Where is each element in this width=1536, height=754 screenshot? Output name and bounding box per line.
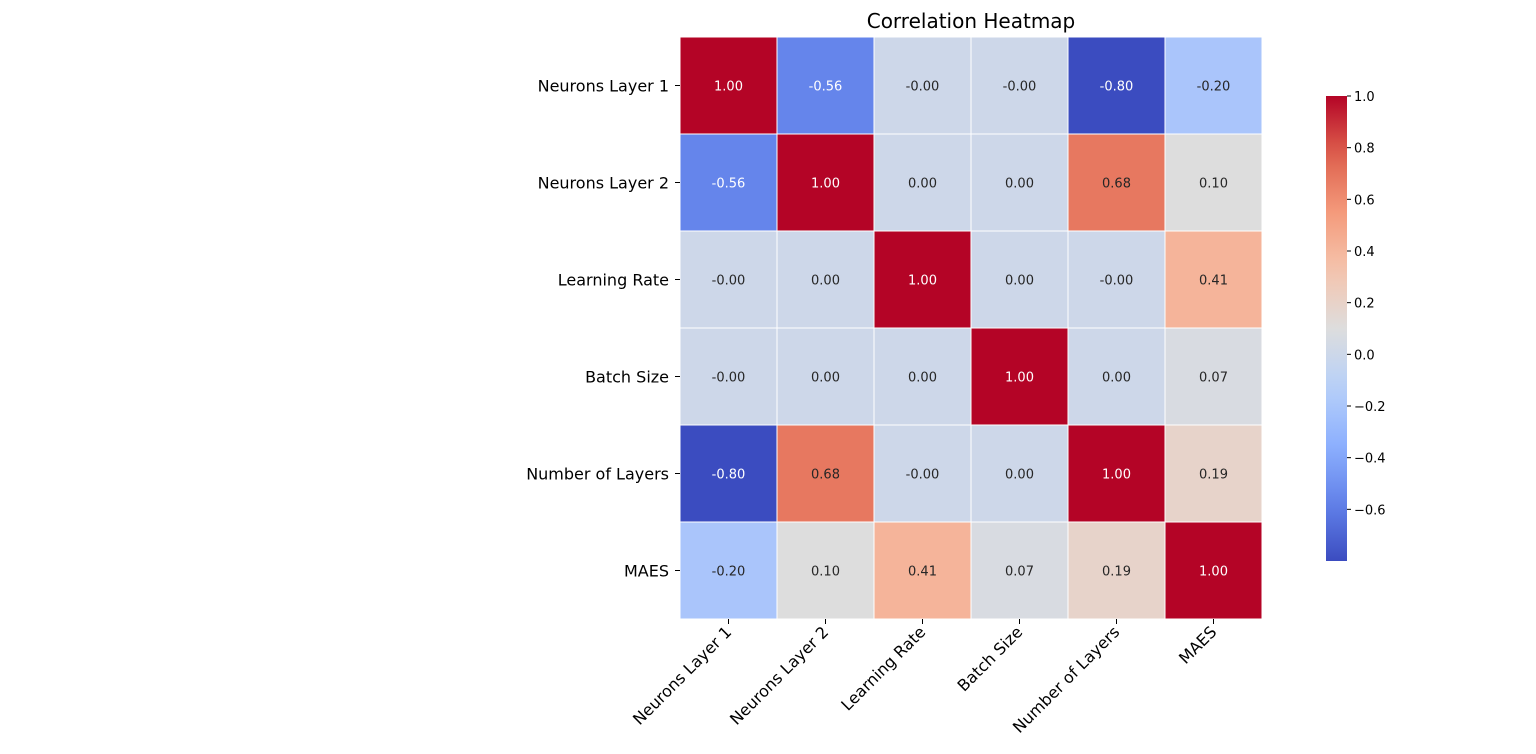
heatmap-cells: 1.00 -0.56 -0.00 -0.00 -0.80 -0.20 -0.56 1.00 0.… (679, 36, 1263, 620)
cell-value-label: -0.00 (712, 274, 746, 289)
colorbar-bar (1326, 96, 1347, 561)
y-tick-label: Batch Size (585, 368, 669, 387)
colorbar-tick-label: 0.0 (1354, 348, 1375, 363)
colorbar-tick-label: 0.8 (1354, 142, 1375, 157)
heatmap-cell (679, 36, 778, 135)
heatmap-cell (1067, 230, 1166, 329)
colorbar-tick-label: 0.6 (1354, 193, 1375, 208)
heatmap-cell (970, 424, 1069, 523)
chart-title: Correlation Heatmap (867, 9, 1076, 33)
colorbar: 1.0 0.8 0.6 0.4 0.2 0.0 −0.2 −0.4 −0.6 (1326, 90, 1386, 561)
colorbar-tick-label: 0.2 (1354, 297, 1375, 312)
heatmap-cell (776, 327, 875, 426)
cell-value-label: 0.19 (1102, 565, 1131, 580)
heatmap-cell (873, 230, 972, 329)
x-tick-label: MAES (1175, 622, 1220, 667)
heatmap-cell (679, 424, 778, 523)
cell-value-label: 0.00 (811, 371, 840, 386)
cell-value-label: 0.00 (1005, 177, 1034, 192)
heatmap-cell (679, 521, 778, 620)
cell-value-label: 0.07 (1199, 371, 1228, 386)
cell-value-label: -0.00 (1003, 80, 1037, 95)
cell-value-label: 0.00 (1005, 274, 1034, 289)
heatmap-cell (1164, 133, 1263, 232)
cell-value-label: 0.00 (908, 177, 937, 192)
cell-value-label: -0.80 (712, 468, 746, 483)
heatmap-cell (970, 36, 1069, 135)
y-tick-label: Neurons Layer 1 (538, 77, 669, 96)
cell-value-label: 0.00 (1102, 371, 1131, 386)
heatmap-cell (873, 36, 972, 135)
cell-value-label: 0.00 (1005, 468, 1034, 483)
heatmap-cell (1164, 424, 1263, 523)
heatmap-cell (679, 230, 778, 329)
colorbar-tick-label: 1.0 (1354, 90, 1375, 105)
x-tick-label: Number of Layers (1009, 622, 1123, 736)
cell-value-label: -0.80 (1100, 80, 1134, 95)
cell-value-label: 1.00 (811, 177, 840, 192)
heatmap-cell (1164, 36, 1263, 135)
cell-value-label: -0.00 (906, 468, 940, 483)
cell-value-label: 0.00 (908, 371, 937, 386)
cell-value-label: -0.00 (712, 371, 746, 386)
heatmap-cell (1164, 230, 1263, 329)
y-tick-label: Number of Layers (526, 465, 669, 484)
x-tick-label: Neurons Layer 1 (629, 622, 735, 728)
heatmap-cell (873, 327, 972, 426)
cell-value-label: -0.56 (809, 80, 843, 95)
colorbar-tick-label: −0.2 (1354, 400, 1386, 415)
cell-value-label: 0.68 (1102, 177, 1131, 192)
cell-value-label: -0.20 (712, 565, 746, 580)
cell-value-label: -0.56 (712, 177, 746, 192)
cell-value-label: 1.00 (1005, 371, 1034, 386)
cell-value-label: -0.20 (1197, 80, 1231, 95)
cell-value-label: 1.00 (908, 274, 937, 289)
cell-value-label: -0.00 (906, 80, 940, 95)
heatmap-cell (970, 230, 1069, 329)
cell-value-label: 0.07 (1005, 565, 1034, 580)
cell-value-label: 0.68 (811, 468, 840, 483)
x-tick-label: Neurons Layer 2 (726, 622, 832, 728)
heatmap-cell (873, 424, 972, 523)
cell-value-label: 1.00 (1199, 565, 1228, 580)
colorbar-tick-label: 0.4 (1354, 245, 1375, 260)
colorbar-tick-label: −0.4 (1354, 452, 1386, 467)
heatmap-cell (1067, 521, 1166, 620)
cell-value-label: 0.10 (1199, 177, 1228, 192)
cell-value-label: 0.41 (908, 565, 937, 580)
heatmap-cell (970, 327, 1069, 426)
heatmap-cell (970, 133, 1069, 232)
cell-value-label: -0.00 (1100, 274, 1134, 289)
heatmap-cell (776, 133, 875, 232)
heatmap-cell (1067, 424, 1166, 523)
x-tick-label: Batch Size (954, 622, 1027, 695)
y-tick-label: Neurons Layer 2 (538, 174, 669, 193)
y-axis-tick-labels: Neurons Layer 1 Neurons Layer 2 Learning R… (526, 77, 680, 581)
cell-value-label: 0.41 (1199, 274, 1228, 289)
colorbar-tick-label: −0.6 (1354, 503, 1386, 518)
heatmap-cell (1067, 327, 1166, 426)
heatmap-cell (1164, 521, 1263, 620)
cell-value-label: 0.19 (1199, 468, 1228, 483)
cell-value-label: 0.00 (811, 274, 840, 289)
y-tick-label: MAES (624, 562, 669, 581)
y-tick-label: Learning Rate (558, 271, 669, 290)
cell-value-label: 1.00 (1102, 468, 1131, 483)
heatmap-cell (1067, 36, 1166, 135)
cell-value-label: 0.10 (811, 565, 840, 580)
heatmap-cell (1164, 327, 1263, 426)
cell-value-label: 1.00 (714, 80, 743, 95)
heatmap-cell (776, 230, 875, 329)
x-tick-label: Learning Rate (837, 622, 929, 714)
heatmap-cell (679, 327, 778, 426)
heatmap-cell (776, 36, 875, 135)
